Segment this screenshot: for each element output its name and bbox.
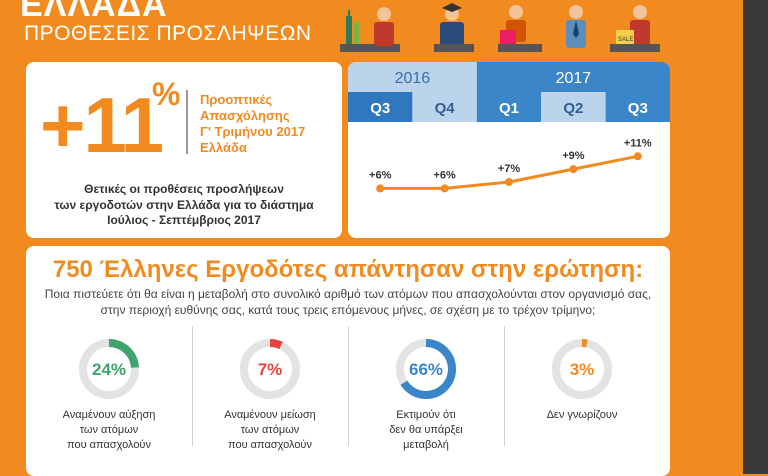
stat-label: Αναμένουν μείωση των ατόμων που απασχολο… xyxy=(195,408,345,453)
data-label: +7% xyxy=(498,163,521,175)
quarter-header xyxy=(541,92,606,122)
survey-heading: 750 Έλληνες Εργοδότες απάντησαν στην ερώ… xyxy=(52,256,644,283)
quarter-header xyxy=(412,92,477,122)
stat-label-line: Δεν γνωρίζουν xyxy=(546,409,618,421)
outlook-label-line: Προοπτικές xyxy=(200,92,273,107)
quarterly-trend-card: 2016 Q3 Q4 2017 Q1 Q2 Q3 +6% +6% +7% +9% +11% xyxy=(348,62,670,238)
quarter-header xyxy=(605,92,670,122)
stat-dont-know: 3% Δεν γνωρίζουν xyxy=(507,336,657,423)
quarter-label: Q3 xyxy=(628,100,648,117)
outlook-value: +11 xyxy=(40,81,164,169)
donut-increase: 24% xyxy=(79,339,139,399)
survey-question-line: στην περιοχή ευθύνης σας, κατά τους τρει… xyxy=(100,303,596,317)
data-label: +9% xyxy=(562,150,585,162)
right-edge-strip xyxy=(743,0,768,474)
data-point xyxy=(569,165,578,174)
quarter-header xyxy=(476,92,542,122)
businessman-figure-icon xyxy=(566,5,586,48)
stat-label-line: των ατόμων xyxy=(240,424,300,436)
survey-card: 750 Έλληνες Εργοδότες απάντησαν στην ερώ… xyxy=(26,246,670,476)
stat-divider xyxy=(504,326,505,446)
survey-question-line: Ποια πιστεύετε ότι θα είναι η μεταβολή σ… xyxy=(44,287,652,301)
stat-value: 24% xyxy=(92,360,126,379)
quarter-header xyxy=(348,92,413,122)
outlook-label-line: Απασχόλησης xyxy=(200,108,290,123)
data-point xyxy=(633,152,642,161)
donut-arc xyxy=(79,339,139,399)
stat-label-line: Αναμένουν αύξηση xyxy=(62,409,156,421)
quarter-label: Q3 xyxy=(370,100,390,117)
stat-value: 3% xyxy=(570,360,595,379)
stat-label: Δεν γνωρίζουν xyxy=(507,408,657,423)
page-subtitle: ΠΡΟΘΕΣΕΙΣ ΠΡΟΣΛΗΨΕΩΝ xyxy=(24,22,312,45)
summary-card: +11 % Προοπτικές Απασχόλησης Γ' Τριμήνου… xyxy=(26,62,342,238)
stat-value: 66% xyxy=(409,360,443,379)
donut-arc xyxy=(552,339,612,399)
stat-divider xyxy=(348,326,349,446)
stat-no-change: 66% Εκτιμούν ότι δεν θα υπάρξει μεταβολή xyxy=(351,336,501,453)
bottles-icon xyxy=(340,10,400,52)
outlook-label: Προοπτικές Απασχόλησης Γ' Τριμήνου 2017 … xyxy=(200,92,340,156)
workers-illustration: SALE xyxy=(340,3,660,52)
stat-label-line: των ατόμων xyxy=(79,424,139,436)
stat-label: Εκτιμούν ότι δεν θα υπάρξει μεταβολή xyxy=(351,408,501,453)
stat-value: 7% xyxy=(258,360,283,379)
quarter-label: Q1 xyxy=(499,100,519,117)
hiring-intent-text: Θετικές οι προθέσεις προσλήψεων των εργο… xyxy=(26,182,342,229)
quarterly-trend-chart: 2016 Q3 Q4 2017 Q1 Q2 Q3 +6% +6% +7% +9% +11% xyxy=(348,62,670,193)
stat-decrease: 7% Αναμένουν μείωση των ατόμων που απασχ… xyxy=(195,336,345,453)
year-label: 2017 xyxy=(556,70,592,87)
bartender-figure-icon xyxy=(374,7,394,46)
cashier-figure-icon xyxy=(498,5,542,52)
country-title: ΕΛΛΑΔΑ xyxy=(20,0,168,24)
outlook-label-line: Γ' Τριμήνου 2017 xyxy=(200,124,306,139)
stat-divider xyxy=(192,326,193,446)
stat-label-line: Αναμένουν μείωση xyxy=(224,409,316,421)
data-label: +11% xyxy=(624,137,652,149)
data-point xyxy=(440,184,449,193)
donut-arc xyxy=(396,339,456,399)
hiring-intent-line: των εργοδοτών στην Ελλάδα για το διάστημ… xyxy=(54,197,314,212)
stat-label: Αναμένουν αύξηση των ατόμων που απασχολο… xyxy=(34,408,184,453)
year-header xyxy=(476,62,670,92)
quarter-label: Q4 xyxy=(435,100,456,117)
stat-label-line: Εκτιμούν ότι xyxy=(396,409,456,421)
stat-increase: 24% Αναμένουν αύξηση των ατόμων που απασ… xyxy=(34,336,184,453)
hiring-intent-line: Ιούλιος - Σεπτέμβριος 2017 xyxy=(107,213,261,227)
data-label: +6% xyxy=(433,169,456,181)
stat-label-line: που απασχολούν xyxy=(67,439,151,451)
shopkeeper-figure-icon: SALE xyxy=(610,5,660,52)
quarter-label: Q2 xyxy=(563,100,583,117)
data-point xyxy=(376,184,385,193)
donut-no-change: 66% xyxy=(396,339,456,399)
stat-label-line: που απασχολούν xyxy=(228,439,312,451)
divider xyxy=(186,90,188,154)
data-point xyxy=(505,178,513,186)
data-label: +6% xyxy=(369,169,392,181)
stat-label-line: μεταβολή xyxy=(403,439,449,451)
year-header xyxy=(348,62,477,92)
year-label: 2016 xyxy=(395,70,431,87)
donut-arc xyxy=(240,339,300,399)
outlook-percent-sign: % xyxy=(152,76,181,112)
donut-dont-know: 3% xyxy=(552,339,612,399)
stat-label-line: δεν θα υπάρξει xyxy=(389,424,463,436)
sale-tag: SALE xyxy=(618,37,633,43)
hiring-intent-line: Θετικές οι προθέσεις προσλήψεων xyxy=(84,182,284,196)
survey-question: Ποια πιστεύετε ότι θα είναι η μεταβολή σ… xyxy=(36,286,660,318)
graduate-figure-icon xyxy=(434,3,474,52)
donut-decrease: 7% xyxy=(240,339,300,399)
outlook-label-line: Ελλάδα xyxy=(200,140,247,155)
